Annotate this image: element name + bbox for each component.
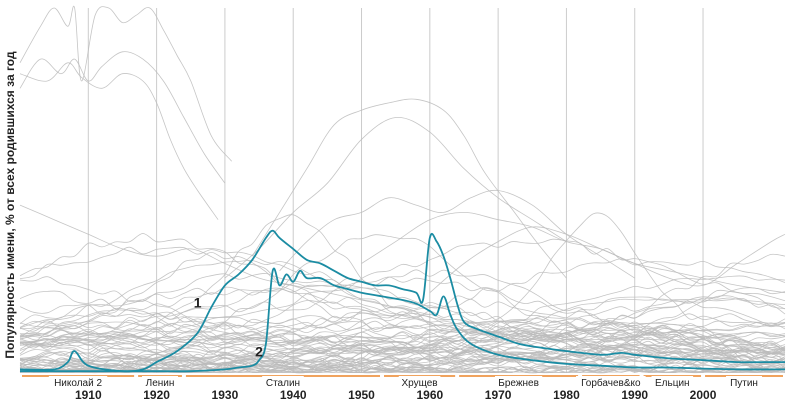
era-label-bg-3 xyxy=(398,376,441,386)
x-tick-1940: 1940 xyxy=(280,388,307,402)
era-label-5: Горбачев&ко xyxy=(581,377,641,389)
background-series-line-31 xyxy=(19,214,786,331)
era-label-1: Ленин xyxy=(146,378,175,389)
x-tick-1950: 1950 xyxy=(348,388,375,402)
background-series-line-1 xyxy=(19,51,226,184)
gridlines xyxy=(87,8,704,373)
background-series-line-8 xyxy=(19,204,430,315)
background-series-line-3 xyxy=(251,98,567,279)
x-tick-1960: 1960 xyxy=(416,388,443,402)
background-series-line-76 xyxy=(19,329,786,367)
background-series-line-4 xyxy=(224,117,567,279)
background-series-line-28 xyxy=(19,297,786,361)
series-labels: 12 xyxy=(194,294,263,359)
series-label-2: 2 xyxy=(255,344,263,360)
background-series-line-69 xyxy=(19,311,786,371)
background-series-line-73 xyxy=(19,301,786,357)
highlighted-series-line-1 xyxy=(19,229,785,373)
background-series-line-7 xyxy=(429,226,786,294)
era-label-bg-0 xyxy=(48,376,108,386)
x-tick-1990: 1990 xyxy=(621,388,648,402)
era-label-4: Брежнев xyxy=(498,378,539,389)
era-label-0: Николай 2 xyxy=(54,378,102,389)
era-label-2: Сталин xyxy=(266,378,300,389)
background-series-line-40 xyxy=(19,318,786,367)
background-series-line-60 xyxy=(19,310,786,369)
background-series-line-66 xyxy=(19,316,786,366)
x-tick-1920: 1920 xyxy=(143,388,170,402)
x-tick-2000: 2000 xyxy=(690,388,717,402)
background-series-line-70 xyxy=(19,290,786,356)
x-tick-1970: 1970 xyxy=(485,388,512,402)
x-tick-1930: 1930 xyxy=(212,388,239,402)
series-label-1: 1 xyxy=(194,294,202,310)
era-label-bg-4 xyxy=(495,376,543,386)
background-series-line-6 xyxy=(361,211,786,294)
background-series-line-54 xyxy=(19,251,786,339)
era-label-bg-1 xyxy=(142,376,179,386)
background-series xyxy=(19,5,786,374)
background-series-line-53 xyxy=(19,331,786,365)
background-series-line-71 xyxy=(19,298,786,351)
background-series-line-51 xyxy=(19,212,786,331)
background-series-line-62 xyxy=(19,287,786,346)
background-series-line-2 xyxy=(19,62,219,220)
background-series-line-0 xyxy=(19,5,233,162)
era-label-3: Хрущев xyxy=(402,378,438,389)
era-label-6: Ельцин xyxy=(655,378,690,389)
era-label-7: Путин xyxy=(730,378,758,389)
background-series-line-44 xyxy=(19,329,786,373)
era-label-bg-5 xyxy=(576,376,646,386)
highlighted-series xyxy=(19,229,785,373)
background-series-line-65 xyxy=(19,329,786,362)
background-series-line-25 xyxy=(19,324,786,373)
x-axis-ticks: 1910 1920 1930 1940 1950 1960 1970 1980 1990 2000 xyxy=(75,388,717,402)
y-axis-label: Популярность имени, % от всех родившихся… xyxy=(3,51,17,359)
highlighted-series-line-2 xyxy=(20,267,785,373)
x-tick-1980: 1980 xyxy=(553,388,580,402)
background-series-line-78 xyxy=(19,323,786,374)
era-labels: Николай 2 Ленин Сталин Хрущев Брежнев Горбаче… xyxy=(48,376,763,389)
x-tick-1910: 1910 xyxy=(75,388,102,402)
era-label-bg-7 xyxy=(726,376,763,386)
background-series-line-77 xyxy=(19,282,786,353)
background-series-line-75 xyxy=(19,325,786,374)
background-series-line-21 xyxy=(19,233,786,341)
background-series-line-37 xyxy=(19,286,786,351)
era-label-bg-6 xyxy=(651,376,694,386)
background-series-line-47 xyxy=(19,344,786,370)
background-series-line-12 xyxy=(19,259,786,346)
era-label-bg-2 xyxy=(262,376,304,386)
